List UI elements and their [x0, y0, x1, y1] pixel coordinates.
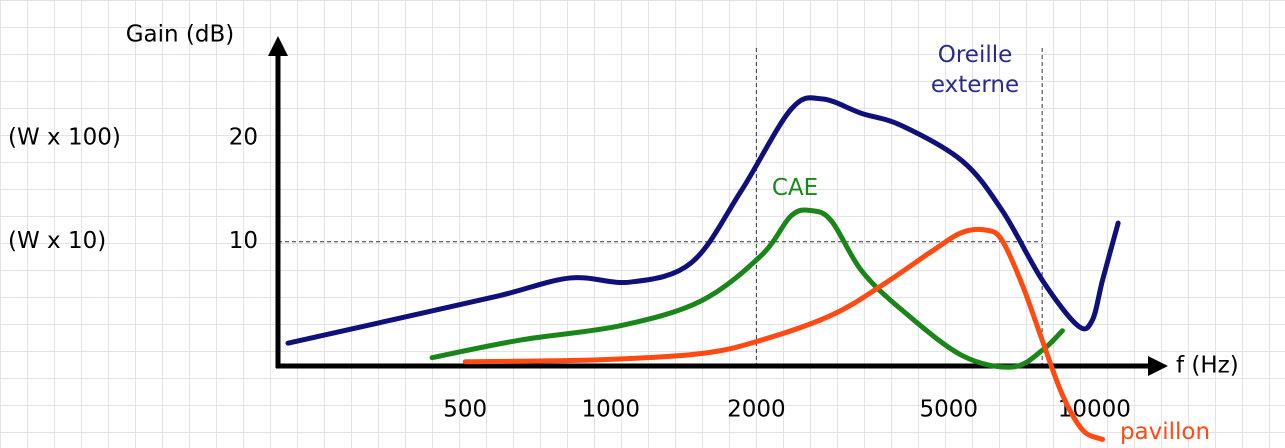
series-label: Oreille externe [930, 42, 1020, 98]
x-tick-label: 2000 [727, 397, 786, 423]
x-tick-label: 500 [443, 397, 487, 423]
x-tick-label: 5000 [920, 397, 979, 423]
x-axis-label: f (Hz) [1176, 353, 1239, 379]
y-tick-label: 10 [229, 228, 258, 254]
series-line [462, 226, 1106, 442]
x-axis-arrow [1148, 356, 1168, 376]
y-tick-note: (W x 10) [8, 228, 106, 254]
series-label: CAE [771, 175, 819, 201]
series-label: pavillon [1119, 419, 1211, 445]
x-tick-label: 1000 [582, 397, 641, 423]
y-axis-arrow [268, 36, 288, 56]
y-tick-note: (W x 100) [8, 125, 121, 151]
y-axis-label: Gain (dB) [126, 22, 235, 48]
series-line [429, 207, 1065, 370]
y-tick-label: 20 [229, 125, 258, 151]
series-line [285, 95, 1121, 346]
